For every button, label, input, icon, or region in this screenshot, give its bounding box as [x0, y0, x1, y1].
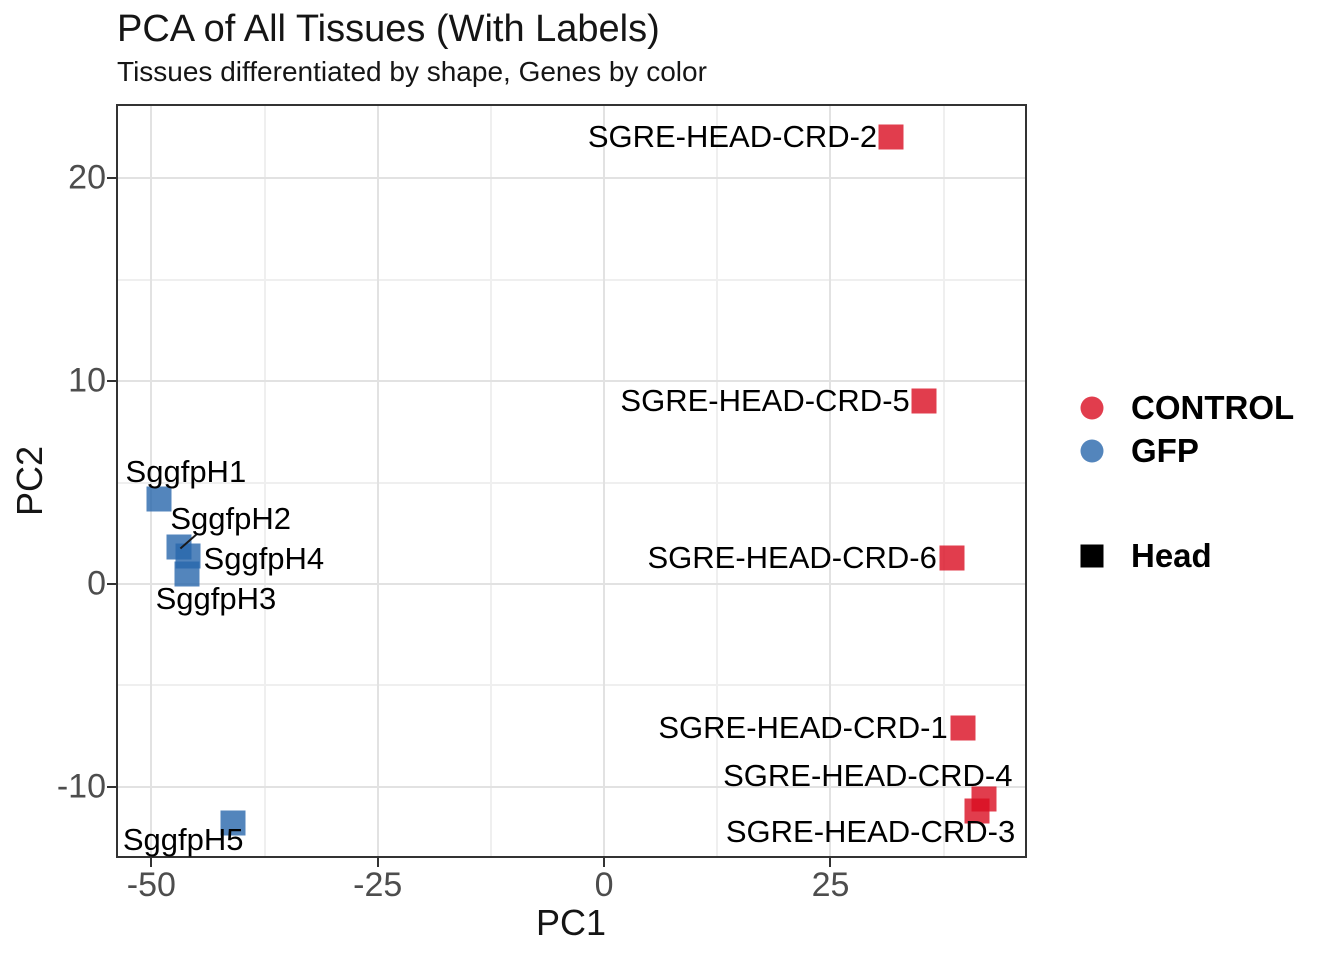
legend-key-GFP — [1080, 439, 1104, 463]
grid-major-y — [116, 177, 1027, 180]
grid-minor-y — [116, 278, 1027, 281]
legend-label-GFP: GFP — [1131, 432, 1199, 469]
legend-key-Head — [1080, 544, 1104, 568]
x-tick-mark — [603, 858, 606, 867]
y-tick-mark — [107, 380, 116, 383]
point-label-SGRE-HEAD-CRD-6: SGRE-HEAD-CRD-6 — [647, 539, 937, 575]
y-tick-mark — [107, 785, 116, 788]
grid-major-x — [603, 104, 606, 858]
plot-subtitle: Tissues differentiated by shape, Genes b… — [117, 56, 707, 87]
y-tick-label: 0 — [87, 564, 106, 603]
legend-key-CONTROL — [1080, 396, 1104, 420]
data-point-SGRE-HEAD-CRD-6 — [939, 545, 965, 571]
legend-label-Head: Head — [1131, 537, 1212, 574]
y-tick-mark — [107, 177, 116, 180]
point-label-SggfpH5: SggfpH5 — [122, 822, 244, 858]
x-tick-label: 25 — [811, 866, 850, 904]
x-tick-mark — [376, 858, 379, 867]
y-tick-label: 20 — [68, 158, 106, 197]
data-point-SGRE-HEAD-CRD-1 — [950, 715, 976, 741]
x-tick-mark — [829, 858, 832, 867]
grid-minor-x — [263, 104, 266, 858]
grid-major-x — [376, 104, 379, 858]
x-axis-title: PC1 — [535, 902, 607, 943]
point-label-SGRE-HEAD-CRD-2: SGRE-HEAD-CRD-2 — [587, 119, 878, 155]
data-point-SGRE-HEAD-CRD-2 — [878, 124, 904, 150]
data-point-SggfpH3 — [174, 561, 200, 587]
x-tick-mark — [150, 858, 153, 867]
point-label-SGRE-HEAD-CRD-5: SGRE-HEAD-CRD-5 — [620, 383, 910, 419]
y-tick-mark — [107, 583, 116, 585]
point-label-SGRE-HEAD-CRD-3: SGRE-HEAD-CRD-3 — [725, 814, 1016, 850]
grid-minor-x — [489, 104, 492, 858]
data-point-SGRE-HEAD-CRD-5 — [911, 388, 937, 414]
legend-label-CONTROL: CONTROL — [1131, 389, 1295, 426]
x-tick-label: -25 — [353, 866, 403, 904]
plot-title: PCA of All Tissues (With Labels) — [117, 8, 660, 50]
grid-minor-y — [116, 481, 1027, 484]
data-point-SggfpH1 — [146, 486, 172, 512]
data-point-SggfpH5 — [220, 810, 246, 836]
grid-minor-y — [116, 684, 1027, 687]
point-label-SggfpH2: SggfpH2 — [170, 501, 292, 537]
y-axis-title: PC2 — [9, 445, 50, 517]
x-tick-label: 0 — [594, 866, 614, 904]
point-label-SggfpH1: SggfpH1 — [125, 453, 247, 489]
y-tick-label: 10 — [68, 361, 106, 400]
data-point-SGRE-HEAD-CRD-3 — [964, 798, 990, 824]
point-label-SGRE-HEAD-CRD-4: SGRE-HEAD-CRD-4 — [723, 758, 1013, 794]
grid-major-y — [116, 380, 1027, 383]
point-label-SGRE-HEAD-CRD-1: SGRE-HEAD-CRD-1 — [658, 710, 948, 746]
point-label-SggfpH3: SggfpH3 — [155, 580, 277, 616]
y-tick-label: -10 — [56, 767, 106, 806]
x-tick-label: -50 — [126, 866, 176, 904]
point-label-SggfpH4: SggfpH4 — [203, 540, 325, 576]
